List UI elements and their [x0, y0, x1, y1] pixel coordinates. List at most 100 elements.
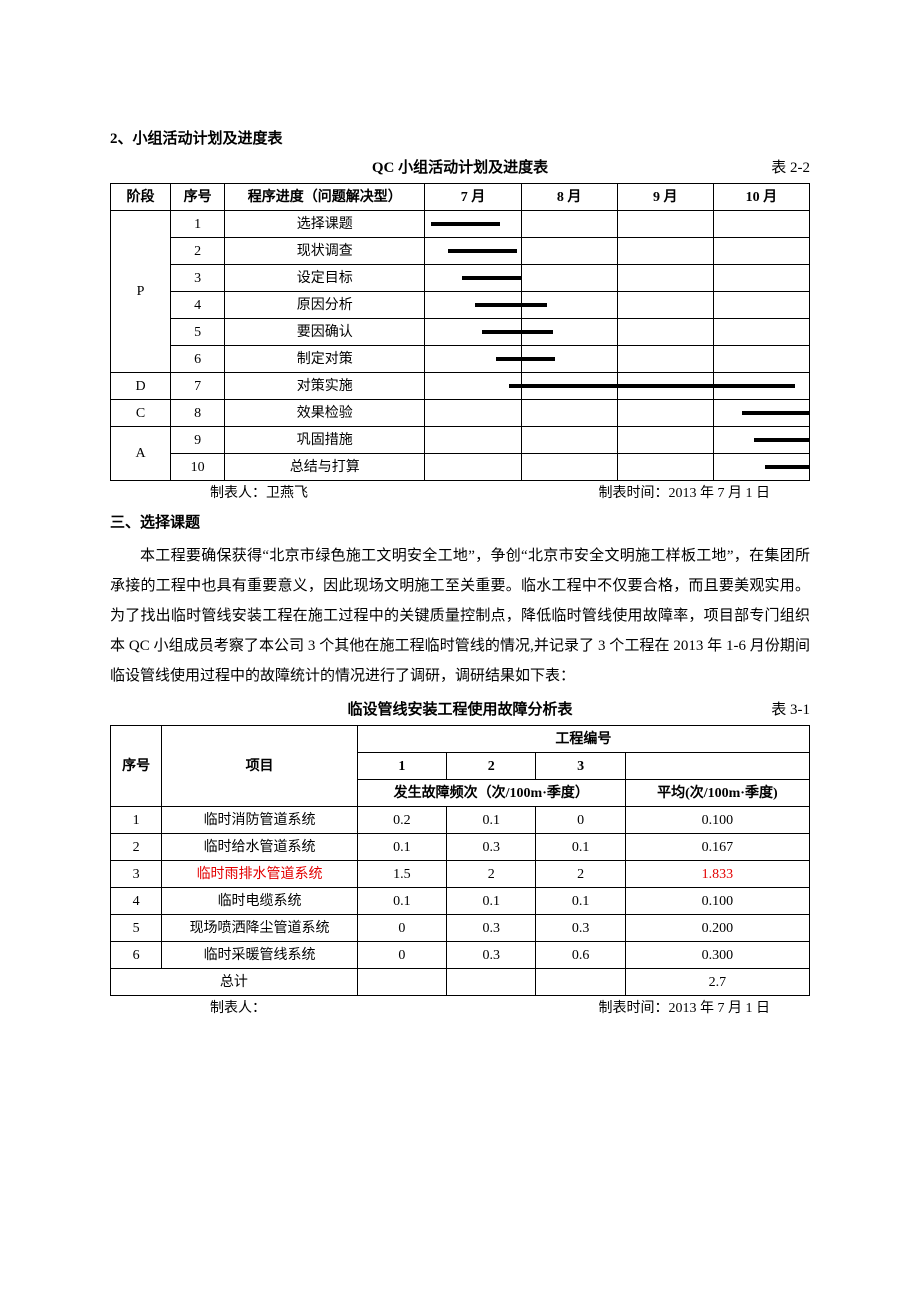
month-cell — [521, 265, 617, 292]
gantt-bar — [765, 465, 809, 469]
col-seq: 序号 — [171, 184, 225, 211]
fault-avg-cell: 1.833 — [625, 861, 809, 888]
fault-avg-cell: 0.167 — [625, 834, 809, 861]
schedule-time: 制表时间：2013 年 7 月 1 日 — [599, 483, 771, 504]
month-cell — [617, 427, 713, 454]
fault-total-row: 总计2.7 — [111, 969, 810, 996]
step-cell: 要因确认 — [225, 319, 425, 346]
fault-item-cell: 临时雨排水管道系统 — [162, 861, 357, 888]
fault-eng-blank — [625, 753, 809, 780]
phase-cell: P — [111, 211, 171, 373]
fault-value-cell: 0.1 — [447, 807, 536, 834]
month-cell — [521, 211, 617, 238]
fault-value-cell: 0.3 — [536, 915, 625, 942]
month-cell — [425, 346, 521, 373]
schedule-row: P1选择课题 — [111, 211, 810, 238]
month-cell — [521, 400, 617, 427]
fault-avg-cell: 0.100 — [625, 888, 809, 915]
seq-cell: 2 — [171, 238, 225, 265]
month-cell — [713, 319, 809, 346]
fault-value-cell: 2 — [447, 861, 536, 888]
fault-time: 制表时间：2013 年 7 月 1 日 — [599, 998, 771, 1019]
gantt-bar — [462, 276, 521, 280]
month-cell — [425, 373, 521, 400]
gantt-bar — [482, 330, 552, 334]
col-phase: 阶段 — [111, 184, 171, 211]
month-cell — [617, 265, 713, 292]
month-cell — [713, 346, 809, 373]
schedule-table: 阶段 序号 程序进度（问题解决型） 7 月 8 月 9 月 10 月 P1选择课… — [110, 183, 810, 481]
fault-value-cell: 0.2 — [357, 807, 446, 834]
fault-item-cell: 临时给水管道系统 — [162, 834, 357, 861]
fault-col-seq: 序号 — [111, 726, 162, 807]
fault-item-cell: 临时消防管道系统 — [162, 807, 357, 834]
month-cell — [713, 238, 809, 265]
seq-cell: 9 — [171, 427, 225, 454]
fault-avg-cell: 0.100 — [625, 807, 809, 834]
schedule-row: D7对策实施 — [111, 373, 810, 400]
fault-row: 6临时采暖管线系统00.30.60.300 — [111, 942, 810, 969]
gantt-bar — [742, 411, 809, 415]
month-cell — [713, 265, 809, 292]
col-month-10: 10 月 — [713, 184, 809, 211]
schedule-maker: 制表人：卫燕飞 — [210, 483, 308, 504]
fault-total-blank — [536, 969, 625, 996]
month-cell — [713, 427, 809, 454]
fault-value-cell: 2 — [536, 861, 625, 888]
month-cell — [617, 292, 713, 319]
schedule-row: 10总结与打算 — [111, 454, 810, 481]
month-cell — [617, 454, 713, 481]
fault-value-cell: 0.3 — [447, 915, 536, 942]
seq-cell: 8 — [171, 400, 225, 427]
fault-table-footer: 制表人： 制表时间：2013 年 7 月 1 日 — [110, 996, 810, 1019]
step-cell: 总结与打算 — [225, 454, 425, 481]
col-step: 程序进度（问题解决型） — [225, 184, 425, 211]
schedule-row: 5要因确认 — [111, 319, 810, 346]
month-cell — [521, 238, 617, 265]
month-cell — [425, 265, 521, 292]
month-cell — [425, 427, 521, 454]
fault-row: 4临时电缆系统0.10.10.10.100 — [111, 888, 810, 915]
month-cell — [521, 454, 617, 481]
month-cell — [521, 427, 617, 454]
fault-value-cell: 1.5 — [357, 861, 446, 888]
schedule-table-title: QC 小组活动计划及进度表 — [372, 160, 548, 176]
fault-value-cell: 0 — [536, 807, 625, 834]
fault-table: 序号 项目 工程编号 1 2 3 发生故障频次（次/100m·季度） 平均(次/… — [110, 725, 810, 996]
month-cell — [617, 211, 713, 238]
phase-cell: C — [111, 400, 171, 427]
fault-seq-cell: 5 — [111, 915, 162, 942]
fault-total-avg: 2.7 — [625, 969, 809, 996]
fault-avg-cell: 0.200 — [625, 915, 809, 942]
fault-value-cell: 0.1 — [536, 888, 625, 915]
schedule-header-row: 阶段 序号 程序进度（问题解决型） 7 月 8 月 9 月 10 月 — [111, 184, 810, 211]
gantt-bar — [509, 384, 794, 388]
fault-table-title: 临设管线安装工程使用故障分析表 — [347, 702, 572, 718]
fault-value-cell: 0 — [357, 915, 446, 942]
fault-total-blank — [357, 969, 446, 996]
month-cell — [617, 346, 713, 373]
fault-row: 3临时雨排水管道系统1.5221.833 — [111, 861, 810, 888]
fault-value-cell: 0 — [357, 942, 446, 969]
month-cell — [425, 238, 521, 265]
seq-cell: 6 — [171, 346, 225, 373]
fault-item-cell: 临时电缆系统 — [162, 888, 357, 915]
month-cell — [425, 211, 521, 238]
schedule-table-number: 表 2-2 — [771, 157, 810, 180]
month-cell — [713, 454, 809, 481]
step-cell: 巩固措施 — [225, 427, 425, 454]
fault-row: 5现场喷洒降尘管道系统00.30.30.200 — [111, 915, 810, 942]
fault-item-cell: 临时采暖管线系统 — [162, 942, 357, 969]
col-month-7: 7 月 — [425, 184, 521, 211]
col-month-8: 8 月 — [521, 184, 617, 211]
section3-paragraph: 本工程要确保获得“北京市绿色施工文明安全工地”，争创“北京市安全文明施工样板工地… — [110, 541, 810, 691]
fault-value-cell: 0.1 — [447, 888, 536, 915]
step-cell: 效果检验 — [225, 400, 425, 427]
month-cell — [425, 454, 521, 481]
month-cell — [617, 238, 713, 265]
fault-row: 1临时消防管道系统0.20.100.100 — [111, 807, 810, 834]
step-cell: 设定目标 — [225, 265, 425, 292]
phase-cell: A — [111, 427, 171, 481]
phase-cell: D — [111, 373, 171, 400]
step-cell: 对策实施 — [225, 373, 425, 400]
